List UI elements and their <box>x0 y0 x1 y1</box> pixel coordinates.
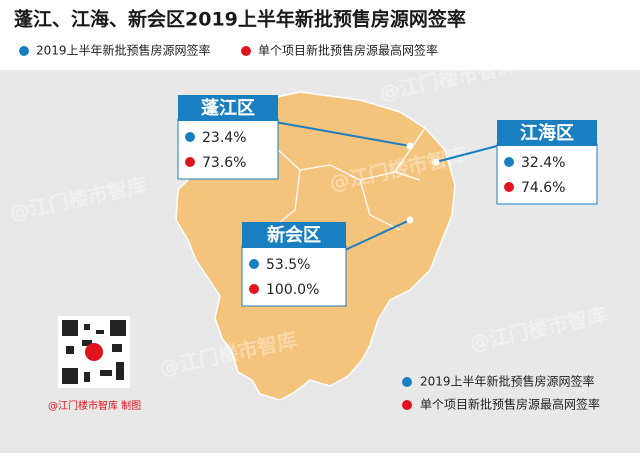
qr-logo <box>85 343 103 361</box>
location-dot <box>406 142 414 150</box>
legend-item: 2019上半年新批预售房源网签率 <box>420 374 595 389</box>
rate: 23.4% <box>202 130 246 146</box>
connector <box>435 145 498 163</box>
callout-header <box>497 120 597 146</box>
max-rate-dot <box>185 157 195 167</box>
max-rate-dot <box>249 284 259 294</box>
district-name: 蓬江区 <box>201 98 255 119</box>
title: 蓬江、江海、新会区2019上半年新批预售房源网签率 <box>14 8 466 31</box>
district-name: 新会区 <box>267 224 321 246</box>
legend-dot <box>241 46 251 56</box>
district-name: 江海区 <box>520 122 574 144</box>
legend-item: 单个项目新批预售房源最高网签率 <box>258 43 438 58</box>
rate: 53.5% <box>266 257 310 273</box>
rate-dot <box>504 157 514 167</box>
callout-body <box>177 118 279 180</box>
qr-pattern <box>62 320 126 384</box>
location-dot <box>406 216 414 224</box>
district-border <box>269 127 426 231</box>
legend-item: 2019上半年新批预售房源网签率 <box>36 43 211 58</box>
callout-body <box>496 143 598 205</box>
max-rate: 74.6% <box>521 180 565 196</box>
callout-body <box>241 245 347 307</box>
rate-dot <box>185 132 195 142</box>
callout-header <box>242 222 346 248</box>
legend-dot <box>402 377 412 387</box>
rate-dot <box>249 259 259 269</box>
max-rate-dot <box>504 182 514 192</box>
legend-dot <box>402 400 412 410</box>
callout-header <box>178 95 278 121</box>
credit: @江门楼市智库 制图 <box>48 399 141 412</box>
max-rate: 73.6% <box>202 155 246 171</box>
connector <box>344 219 411 251</box>
connector <box>274 121 411 147</box>
rate: 32.4% <box>521 155 565 171</box>
max-rate: 100.0% <box>266 282 319 298</box>
legend-dot <box>19 46 29 56</box>
legend-item: 单个项目新批预售房源最高网签率 <box>420 397 600 412</box>
location-dot <box>432 158 440 166</box>
